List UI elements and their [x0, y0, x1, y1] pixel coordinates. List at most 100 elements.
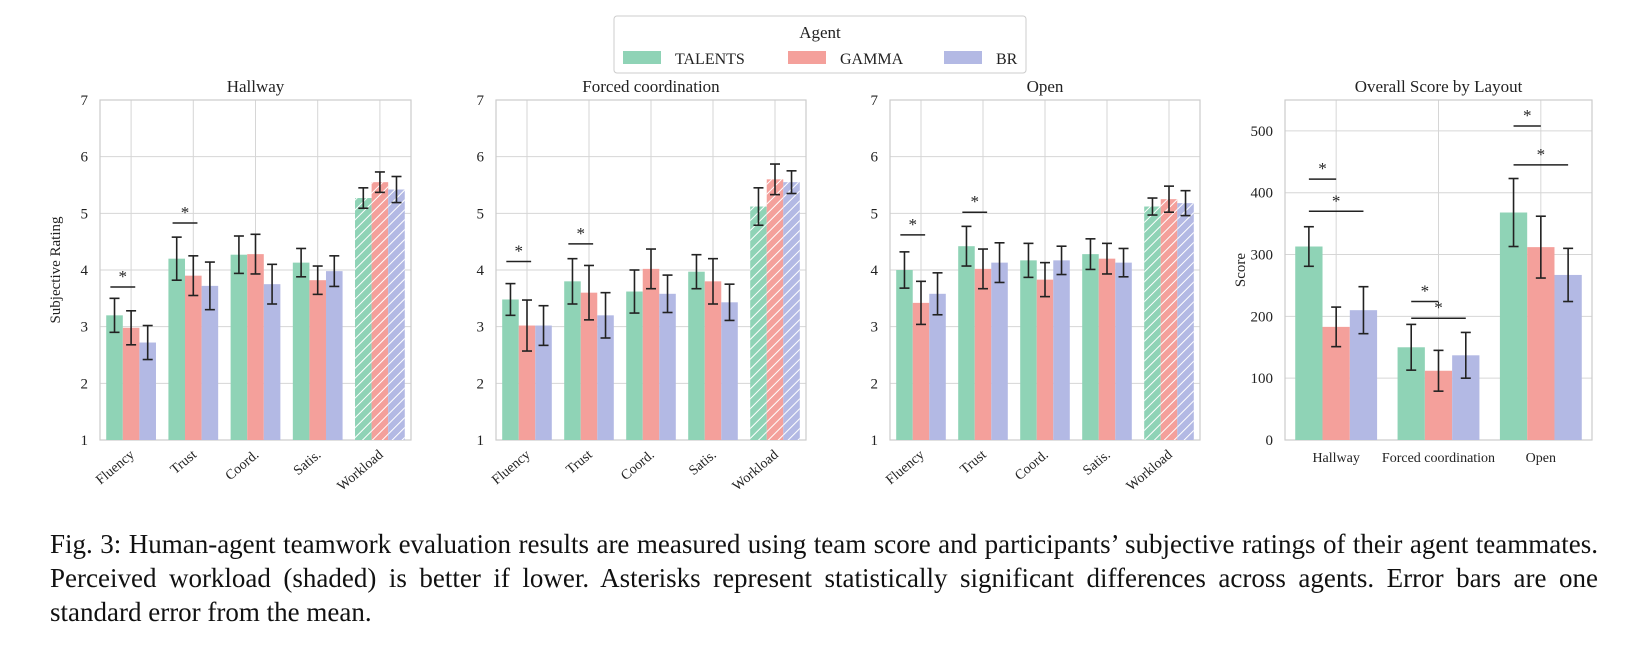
y-tick-label: 200: [1251, 309, 1274, 325]
x-tick-label: Satis.: [291, 448, 324, 479]
bar-talents-fluency: [896, 270, 913, 440]
y-tick-label: 7: [81, 93, 89, 109]
significance-asterisk: *: [1434, 298, 1443, 317]
bar-talents-trust: [958, 246, 975, 440]
y-tick-label: 3: [81, 320, 89, 336]
legend-label-br: BR: [996, 51, 1018, 68]
bar-talents-coord: [1020, 260, 1037, 440]
bar-gamma-fluency: [518, 325, 536, 440]
chart-open: 1 2 3 4 5 6 7 Open Fluency Trust Coord. Satis. Workl…: [871, 77, 1201, 494]
x-tick-label: Fluency: [489, 448, 533, 488]
chart-title: Open: [1027, 77, 1064, 96]
x-tick-label: Workload: [335, 448, 387, 495]
bar-talents-open: [1499, 212, 1528, 440]
bar-gamma-fluency: [912, 302, 930, 440]
legend-label-gamma: GAMMA: [840, 51, 904, 68]
bar-br-coord: [659, 293, 676, 440]
legend-swatch-talents: [623, 51, 661, 64]
x-tick-label: Forced coordination: [1382, 451, 1495, 466]
bar-gamma-coord: [247, 254, 264, 440]
x-tick-label: Coord.: [618, 448, 657, 484]
bar-gamma-satis: [1098, 258, 1116, 440]
bar-gamma-satis: [704, 281, 722, 440]
y-tick-label: 7: [477, 93, 485, 109]
y-tick-label: 6: [81, 150, 89, 166]
bar-hatch-overlay: [371, 182, 389, 440]
charts-group: 1 2 3 4 5 6 7 Hallway Subjective Rating Fluency Tr…: [48, 77, 1593, 495]
bar-br-satis: [721, 302, 738, 440]
bar-br-fluency: [929, 293, 946, 440]
significance-asterisk: *: [1421, 282, 1430, 301]
y-tick-label: 7: [871, 93, 879, 109]
x-tick-label: Open: [1526, 451, 1556, 466]
significance-asterisk: *: [1332, 191, 1341, 210]
y-tick-label: 300: [1251, 248, 1274, 264]
significance-asterisk: *: [119, 267, 128, 286]
chart-forced-coordination: 1 2 3 4 5 6 7 Forced coordination Fluency Trust Co…: [477, 77, 807, 494]
bar-br-satis: [1115, 262, 1132, 440]
significance-asterisk: *: [181, 203, 190, 222]
x-tick-label: Coord.: [1012, 448, 1051, 484]
y-tick-label: 0: [1266, 433, 1274, 449]
x-tick-label: Coord.: [223, 448, 262, 484]
y-tick-label: 2: [871, 376, 879, 392]
legend-swatch-gamma: [788, 51, 826, 64]
x-tick-label: Fluency: [883, 448, 927, 488]
chart-title: Hallway: [227, 77, 285, 96]
bar-talents-trust: [564, 281, 581, 440]
y-tick-label: 4: [871, 263, 879, 279]
y-tick-label: 5: [81, 206, 89, 222]
x-tick-label: Satis.: [1080, 448, 1113, 479]
legend-swatch-br: [944, 51, 982, 64]
y-tick-label: 4: [477, 263, 485, 279]
significance-asterisk: *: [514, 242, 523, 261]
bar-hatch-overlay: [1177, 203, 1194, 440]
bar-hatch-overlay: [1160, 199, 1178, 440]
bar-br-open: [1554, 274, 1582, 440]
y-tick-label: 5: [477, 206, 485, 222]
bar-gamma-trust: [185, 275, 202, 440]
significance-asterisk: *: [970, 192, 979, 211]
legend-box: Agent TALENTS GAMMA BR: [613, 15, 1027, 74]
bar-talents-trust: [168, 258, 186, 440]
x-tick-label: Trust: [958, 448, 990, 478]
bar-gamma-open: [1527, 247, 1555, 440]
bar-br-trust: [201, 285, 219, 440]
y-tick-label: 3: [477, 320, 485, 336]
figure-canvas: Agent TALENTS GAMMA BR 1 2 3 4 5 6 7 Hallway Sub…: [48, 15, 1593, 495]
x-tick-label: Workload: [1124, 448, 1176, 495]
significance-asterisk: *: [908, 215, 917, 234]
bar-br-satis: [325, 271, 343, 440]
bar-hatch-overlay: [783, 182, 800, 440]
y-tick-label: 1: [871, 433, 879, 449]
y-tick-label: 6: [477, 150, 485, 166]
significance-asterisk: *: [1537, 145, 1546, 164]
chart-title: Forced coordination: [582, 77, 720, 96]
significance-asterisk: *: [1318, 159, 1327, 178]
bar-br-coord: [263, 284, 281, 440]
bar-hatch-overlay: [750, 206, 767, 440]
bar-gamma-coord: [1036, 279, 1054, 440]
bar-gamma-coord: [642, 268, 660, 440]
chart-title: Overall Score by Layout: [1355, 77, 1523, 96]
bar-talents-hallway: [1295, 246, 1323, 440]
y-axis-label: Score: [1233, 253, 1249, 287]
bar-talents-coord: [230, 254, 248, 440]
bar-talents-satis: [292, 262, 310, 440]
y-tick-label: 500: [1251, 124, 1274, 140]
x-tick-label: Hallway: [1312, 451, 1359, 466]
bar-br-fluency: [139, 342, 156, 440]
bar-talents-coord: [626, 291, 643, 440]
y-tick-label: 100: [1251, 371, 1274, 387]
y-tick-label: 3: [871, 320, 879, 336]
bar-br-fluency: [535, 325, 552, 440]
chart-overall-score-by-layout: 0 100 200 300 400 500 Overall Score by Layout S…: [1233, 77, 1593, 466]
legend-label-talents: TALENTS: [675, 51, 745, 68]
chart-hallway: 1 2 3 4 5 6 7 Hallway Subjective Rating Fluency Tr…: [48, 77, 412, 495]
bar-hatch-overlay: [766, 179, 784, 441]
x-tick-label: Fluency: [93, 448, 137, 488]
y-tick-label: 4: [81, 263, 89, 279]
bar-hatch-overlay: [388, 189, 405, 440]
bar-talents-satis: [688, 271, 705, 440]
y-tick-label: 1: [81, 433, 89, 449]
